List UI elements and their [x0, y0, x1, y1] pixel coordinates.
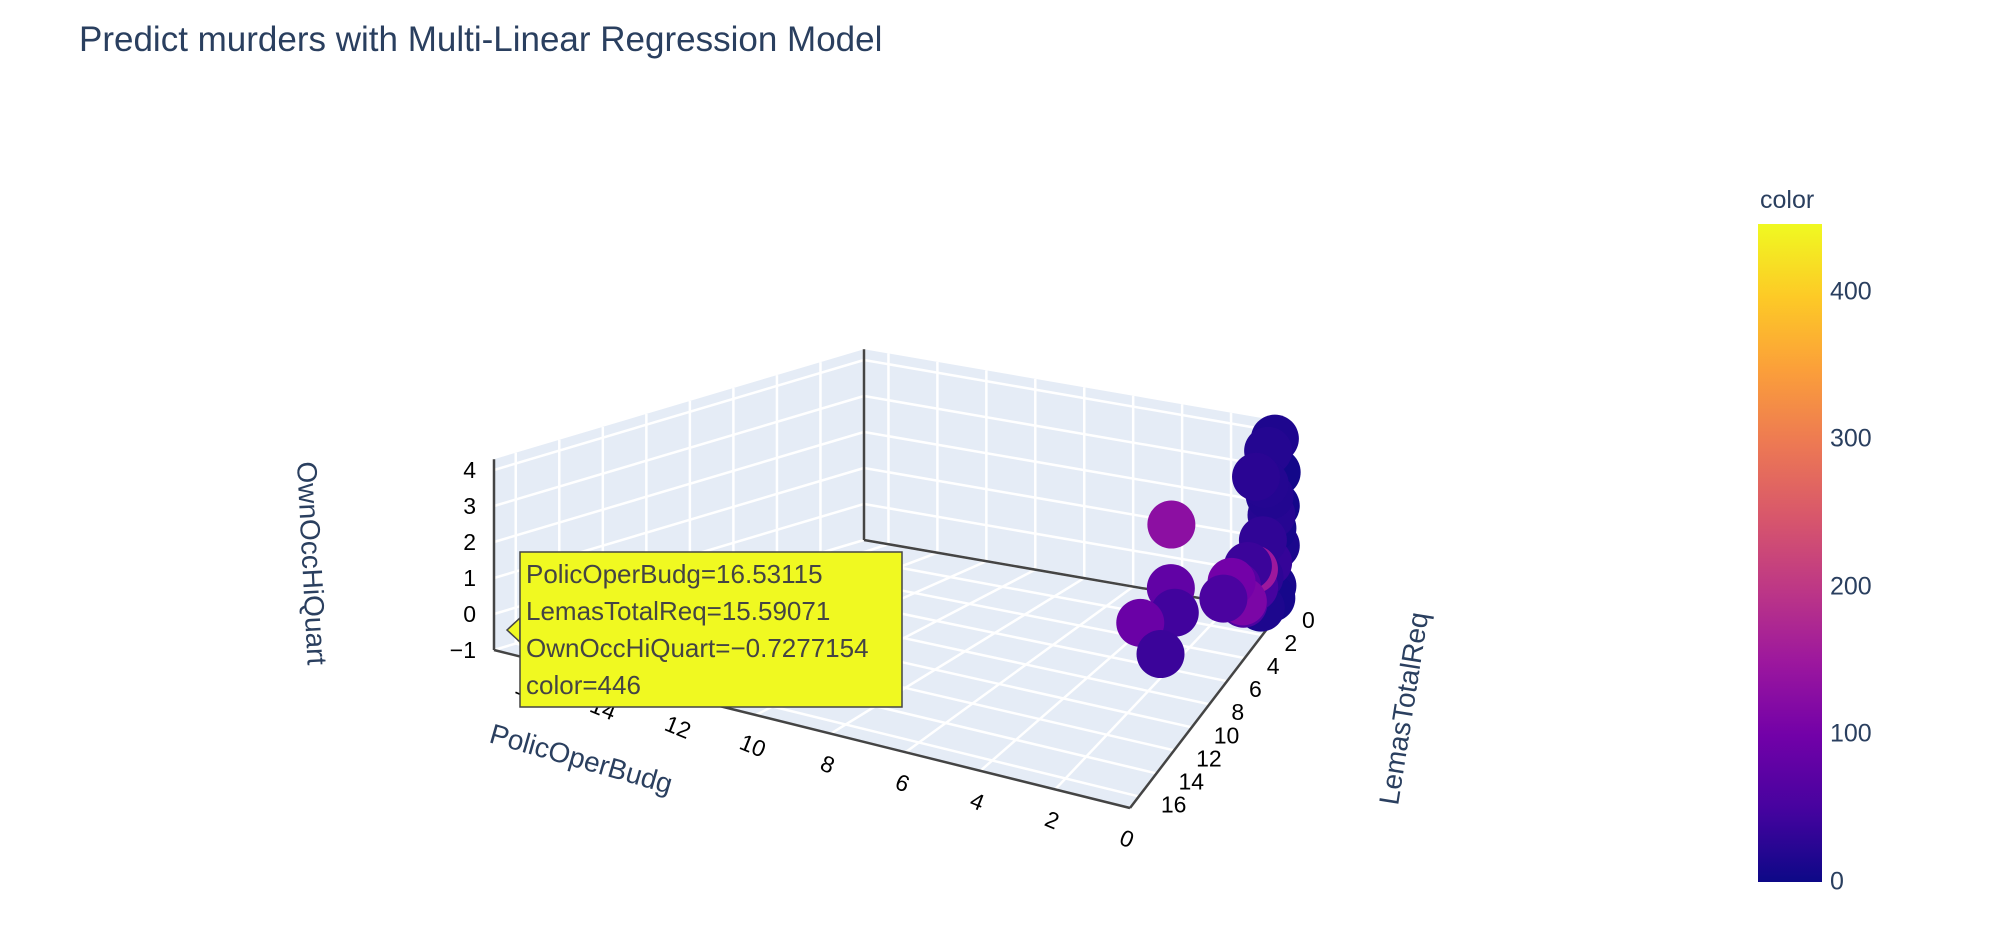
z-tick-label: 0	[463, 601, 476, 627]
colorbar-tick-label: 100	[1830, 719, 1872, 748]
floor-gridline-x	[904, 585, 1134, 754]
chart-title: Predict murders with Multi-Linear Regres…	[79, 20, 883, 59]
colorbar-gradient	[1758, 224, 1822, 882]
scatter-points[interactable]	[517, 414, 1301, 679]
scatter-point	[1136, 630, 1185, 679]
hover-box	[519, 551, 903, 708]
z-tick-label: 3	[463, 493, 476, 519]
z-tick-label: 1	[463, 565, 476, 591]
y-tick-label: 14	[1178, 768, 1204, 794]
colorbar-tick-label: 200	[1830, 572, 1872, 601]
z-tick-label: −1	[450, 637, 476, 663]
back-gridline-z	[863, 502, 1281, 578]
hover-line-4: color=446	[526, 670, 641, 700]
x-tick-label: 12	[661, 710, 694, 744]
scatter-point	[1147, 500, 1196, 549]
y-tick-label: 10	[1214, 722, 1240, 748]
y-tick-label: 12	[1196, 745, 1222, 771]
back-gridline-z	[863, 358, 1281, 434]
side-gridline-z	[493, 358, 865, 472]
colorbar-tick-label: 300	[1830, 424, 1872, 453]
z-tick-label: 2	[463, 529, 476, 555]
y-axis-line	[1129, 611, 1281, 809]
colorbar-tick-label: 400	[1830, 277, 1872, 306]
x-tick-label: 8	[817, 750, 839, 779]
z-tick-label: 4	[463, 457, 476, 483]
back-gridline-z	[863, 394, 1281, 470]
hover-line-2: LemasTotalReq=15.59071	[526, 596, 830, 626]
side-gridline-z	[493, 430, 865, 544]
y-tick-label: 4	[1267, 653, 1280, 679]
x-tick-label: 10	[736, 729, 769, 763]
back-gridline-z	[863, 430, 1281, 506]
y-tick-label: 6	[1249, 676, 1262, 702]
y-tick-label: 8	[1231, 699, 1244, 725]
scatter-point	[1232, 452, 1281, 501]
x-tick-label: 6	[892, 768, 914, 797]
y-axis-title: LemasTotalReq	[1373, 610, 1434, 807]
scatter-point	[1199, 574, 1248, 623]
hover-line-1: PolicOperBudg=16.53115	[526, 559, 823, 589]
x-tick-label: 0	[1116, 824, 1138, 853]
y-tick-label: 0	[1302, 607, 1315, 633]
x-tick-label: 2	[1041, 806, 1063, 835]
side-gridline-z	[493, 394, 865, 508]
y-tick-label: 16	[1161, 791, 1187, 817]
y-tick-label: 2	[1284, 630, 1297, 656]
back-gridline-z	[863, 466, 1281, 542]
colorbar-title: color	[1760, 186, 1815, 214]
x-tick-label: 4	[967, 787, 989, 816]
hover-tooltip: PolicOperBudg=16.53115 LemasTotalReq=15.…	[505, 551, 903, 708]
floor-gridline-x	[1054, 602, 1232, 791]
z-axis-title: OwnOccHiQuart	[291, 461, 333, 666]
hover-line-3: OwnOccHiQuart=−0.7277154	[526, 633, 869, 663]
colorbar-tick-label: 0	[1830, 867, 1844, 896]
x-axis-title: PolicOperBudg	[486, 718, 676, 800]
